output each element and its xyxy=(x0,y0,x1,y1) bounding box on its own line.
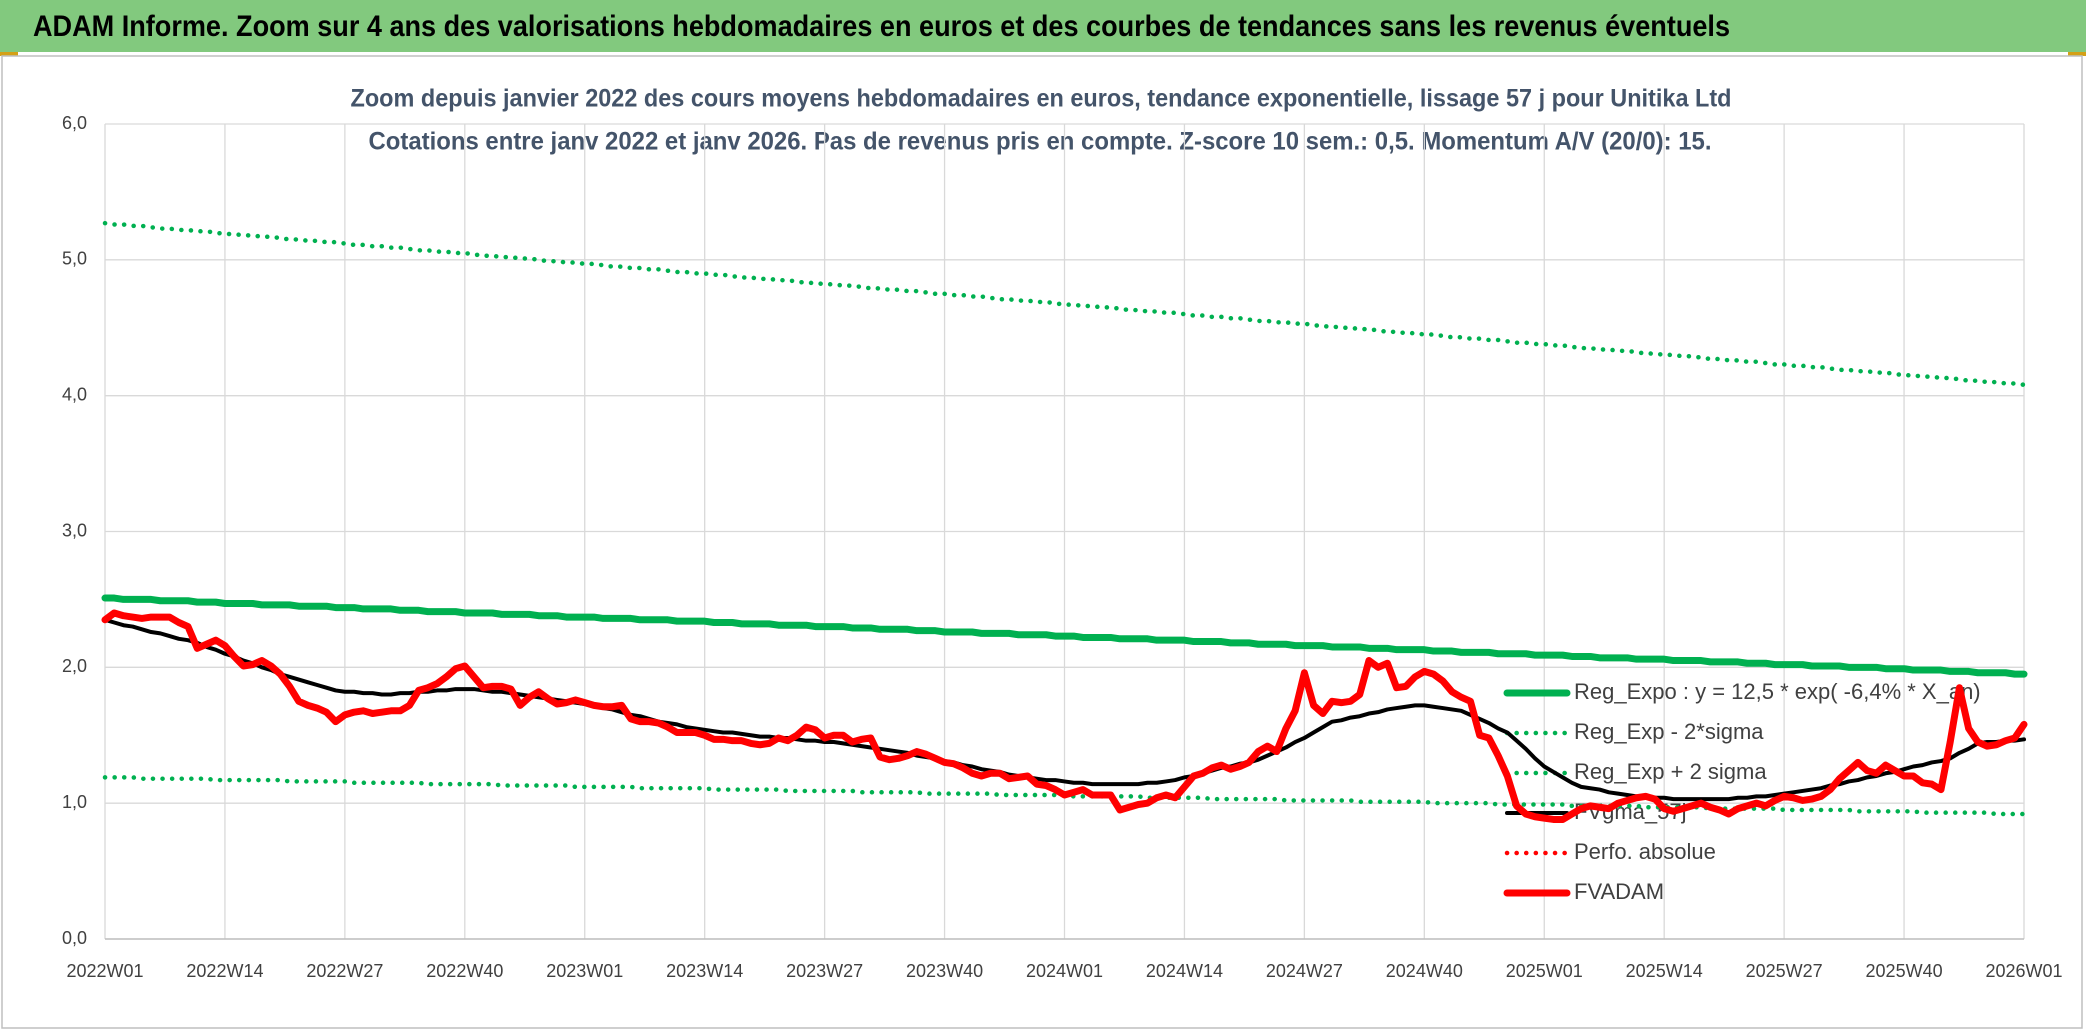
chart-title: ADAM Informe. Zoom sur 4 ans des valoris… xyxy=(33,10,1730,43)
x-tick-label: 2022W27 xyxy=(306,961,383,981)
x-tick-label: 2024W01 xyxy=(1026,961,1103,981)
corner-mark xyxy=(2068,52,2086,56)
x-tick-label: 2022W40 xyxy=(426,961,503,981)
x-tick-label: 2024W27 xyxy=(1266,961,1343,981)
y-tick-label: 1,0 xyxy=(62,792,87,812)
y-tick-label: 4,0 xyxy=(62,384,87,404)
legend-label: Reg_Expo : y = 12,5 * exp( -6,4% * X_an) xyxy=(1574,679,1981,704)
x-tick-label: 2023W40 xyxy=(906,961,983,981)
x-tick-label: 2025W27 xyxy=(1746,961,1823,981)
x-tick-label: 2025W01 xyxy=(1506,961,1583,981)
header-bar xyxy=(0,0,2086,52)
corner-mark xyxy=(0,52,18,56)
x-tick-label: 2022W14 xyxy=(186,961,263,981)
y-tick-label: 6,0 xyxy=(62,113,87,133)
chart-frame xyxy=(1,55,2083,1029)
x-tick-label: 2026W01 xyxy=(1985,961,2062,981)
x-tick-label: 2024W14 xyxy=(1146,961,1223,981)
legend-label: Perfo. absolue xyxy=(1574,839,1716,864)
x-tick-label: 2023W27 xyxy=(786,961,863,981)
y-tick-label: 5,0 xyxy=(62,249,87,269)
x-tick-label: 2023W01 xyxy=(546,961,623,981)
legend-label: Reg_Exp - 2*sigma xyxy=(1574,719,1764,744)
x-tick-label: 2022W01 xyxy=(66,961,143,981)
y-tick-label: 0,0 xyxy=(62,928,87,948)
chart-subtitle: Cotations entre janv 2022 et janv 2026. … xyxy=(369,128,1712,156)
legend-label: FVADAM xyxy=(1574,879,1664,904)
x-tick-label: 2023W14 xyxy=(666,961,743,981)
series-line xyxy=(101,609,2028,823)
legend-label: Reg_Exp + 2 sigma xyxy=(1574,759,1767,784)
x-tick-label: 2025W14 xyxy=(1626,961,1703,981)
x-tick-label: 2025W40 xyxy=(1866,961,1943,981)
y-tick-label: 2,0 xyxy=(62,656,87,676)
x-tick-label: 2024W40 xyxy=(1386,961,1463,981)
y-tick-label: 3,0 xyxy=(62,520,87,540)
series-line xyxy=(101,594,2028,678)
chart-subtitle: Zoom depuis janvier 2022 des cours moyen… xyxy=(351,85,1732,113)
